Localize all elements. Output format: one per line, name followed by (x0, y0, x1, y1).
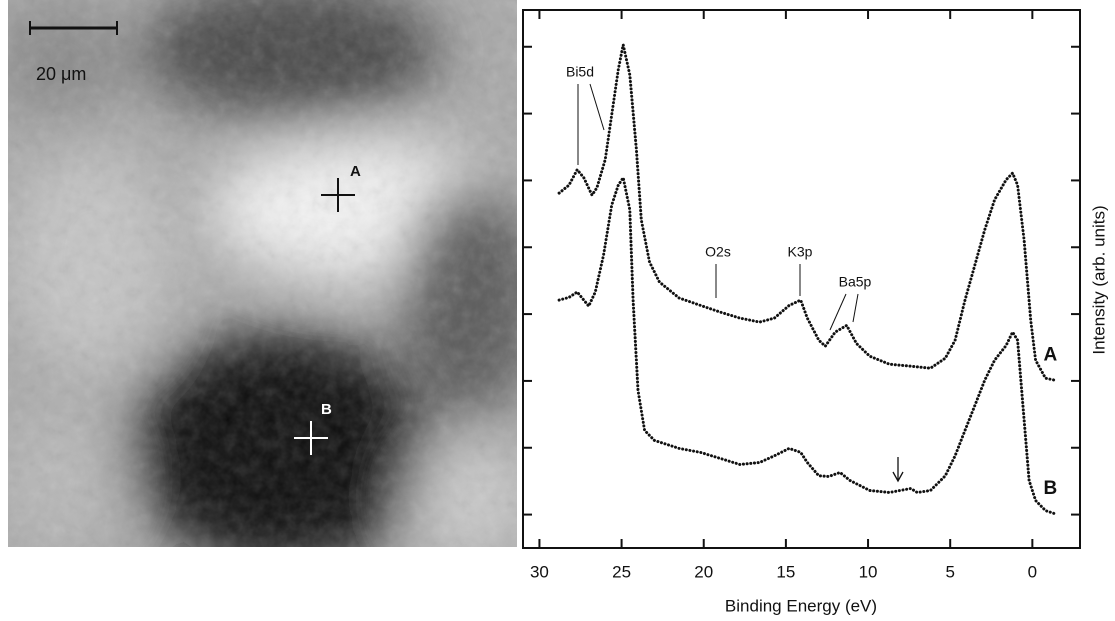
annotation: Ba5p (839, 274, 872, 290)
x-tick-label: 0 (1028, 562, 1037, 581)
annotation: Bi5d (566, 64, 594, 80)
series-line (557, 173, 1057, 516)
spectrum-plot: Binding Energy (eV) Intensity (arb. unit… (522, 9, 1108, 615)
plot-frame (522, 9, 1081, 549)
annotation: K3p (788, 244, 813, 260)
y-axis-label: Intensity (arb. units) (1089, 205, 1108, 354)
scale-bar-label: 20 μm (36, 64, 86, 84)
x-tick-label: 15 (776, 562, 795, 581)
x-tick-label: 30 (530, 562, 549, 581)
x-tick-label: 25 (612, 562, 631, 581)
point-label: A (350, 163, 361, 180)
x-tick-label: 5 (945, 562, 954, 581)
series-line (557, 44, 1057, 382)
x-axis-label: Binding Energy (eV) (725, 596, 877, 615)
x-tick-label: 20 (694, 562, 713, 581)
series-label: A (1043, 344, 1057, 365)
point-label: B (321, 401, 332, 418)
series-label: B (1043, 478, 1057, 499)
micrograph: 20 μm A B (8, 0, 517, 547)
x-tick-label: 10 (859, 562, 878, 581)
annotation: O2s (705, 244, 731, 260)
